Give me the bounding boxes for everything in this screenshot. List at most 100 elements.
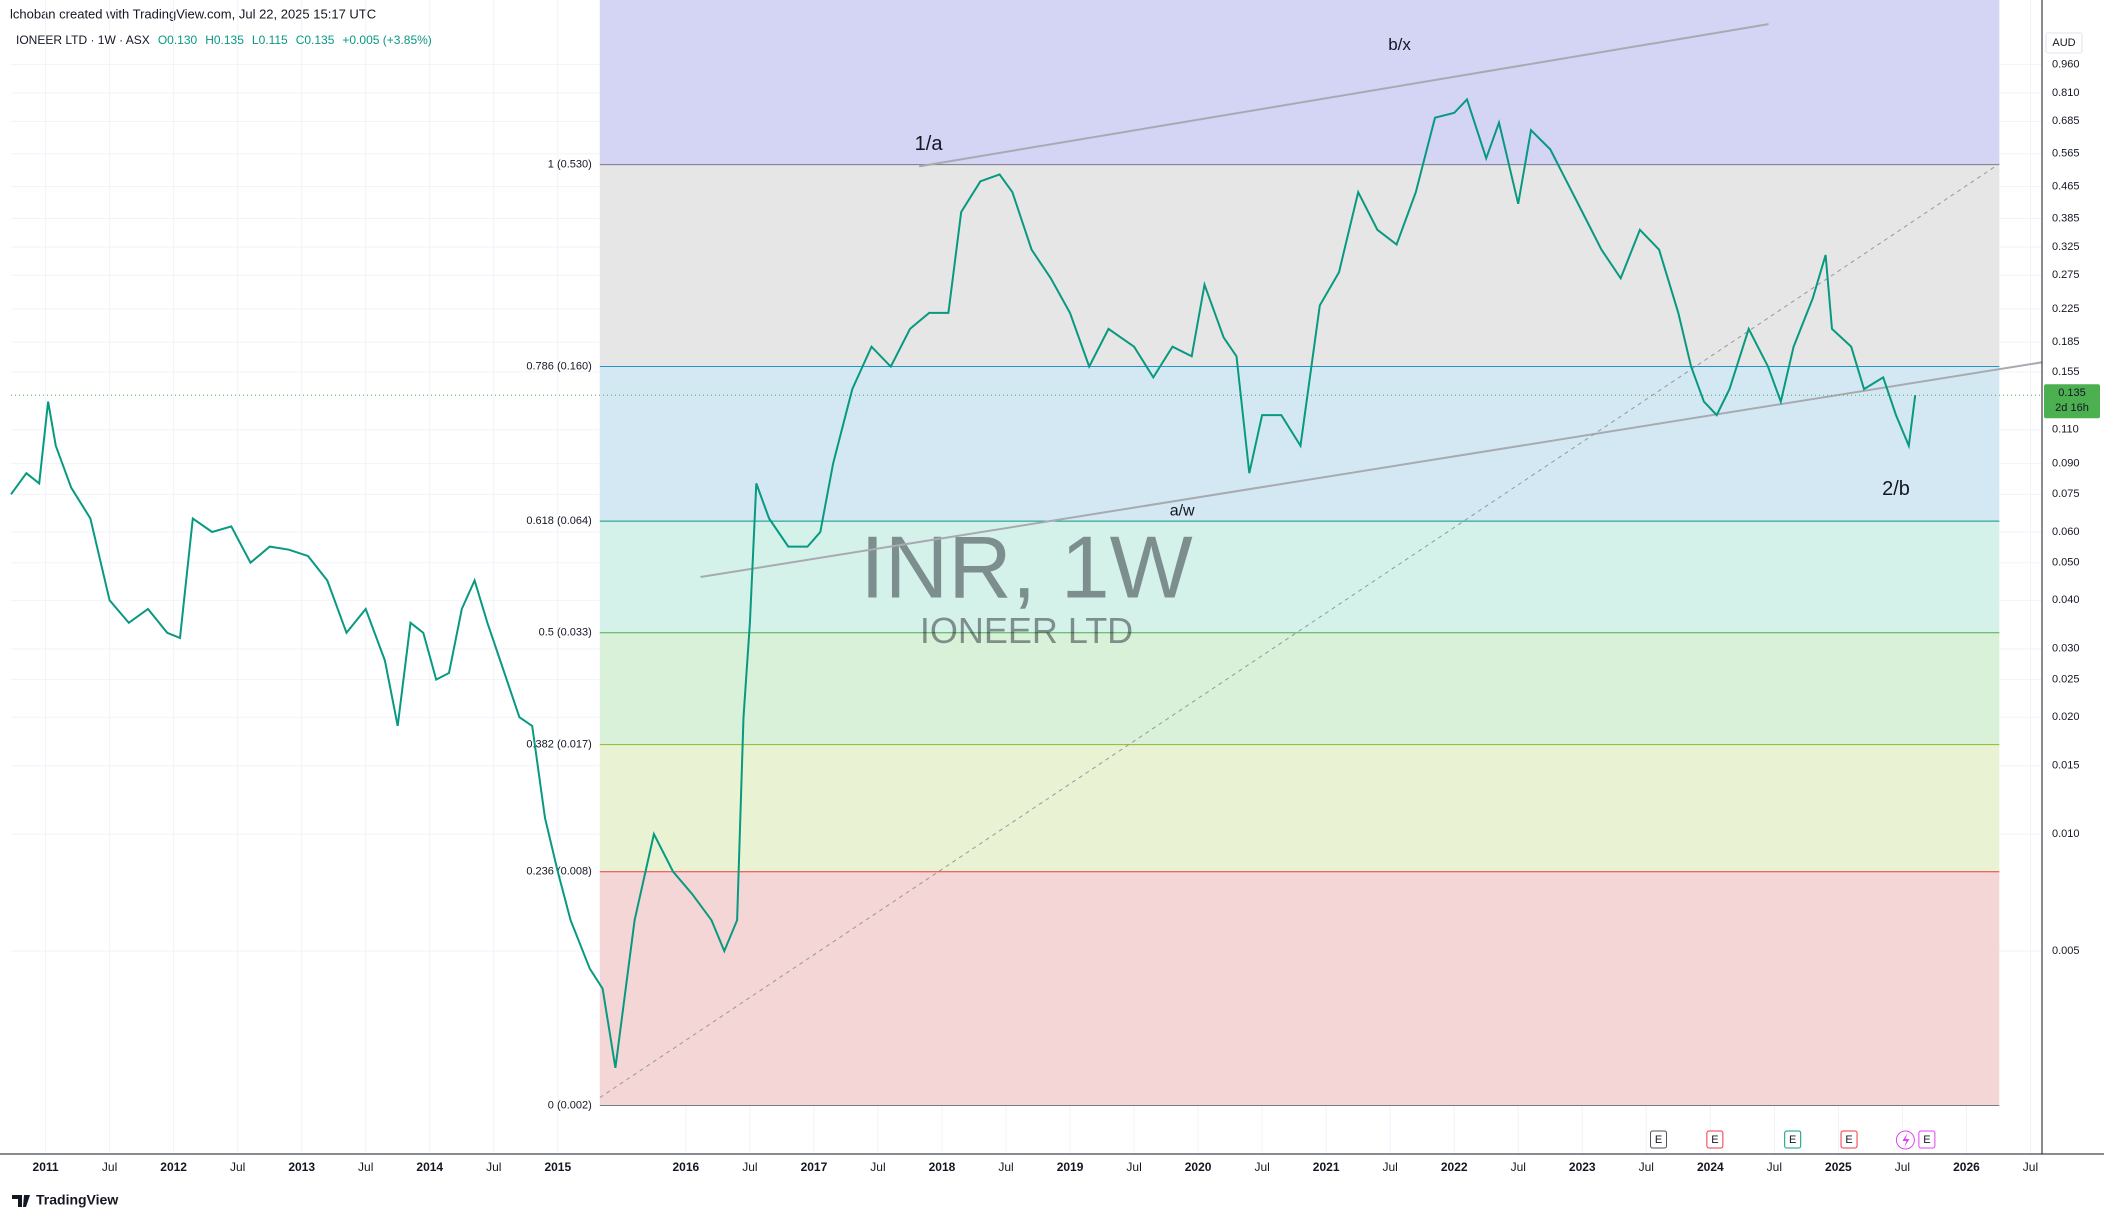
x-tick-label: 2023 (1569, 1160, 1596, 1174)
legend-ohlc: C0.135 (296, 33, 335, 47)
x-tick-label: 2019 (1057, 1160, 1084, 1174)
event-icon (1784, 1130, 1802, 1149)
x-tick-label: 2011 (33, 1160, 59, 1174)
wave-label: 1/a (915, 133, 944, 155)
fib-label: 0 (0.002) (548, 1099, 592, 1111)
fib-band (599, 164, 2000, 367)
y-tick-label: 0.075 (2052, 488, 2080, 500)
y-tick-label: 0.030 (2052, 643, 2080, 655)
fib-label: 0.5 (0.033) (539, 627, 592, 639)
wave-label: a/w (1170, 502, 1195, 519)
y-tick-label: 0.110 (2052, 424, 2079, 436)
legend-ohlc: O0.130 (158, 33, 198, 47)
fib-band (599, 744, 2000, 872)
x-tick-label: Jul (1126, 1160, 1141, 1174)
x-tick-label: 2014 (416, 1160, 443, 1174)
x-tick-label: Jul (1639, 1160, 1654, 1174)
event-label: E (1845, 1134, 1852, 1146)
y-tick-label: 0.275 (2052, 269, 2080, 281)
x-tick-label: 2015 (544, 1160, 571, 1174)
currency: AUD (2052, 37, 2075, 49)
y-tick-label: 0.015 (2052, 760, 2080, 772)
event-label: E (1789, 1134, 1796, 1146)
x-tick-label: Jul (998, 1160, 1013, 1174)
trend-line (599, 163, 2000, 1099)
fib-label: 0.618 (0.064) (526, 515, 591, 527)
trend-line (700, 361, 2043, 578)
wave-label: 2/b (1882, 478, 1910, 500)
y-tick-label: 0.465 (2052, 181, 2080, 193)
event-icon (1902, 1133, 1910, 1147)
event-label: E (1711, 1134, 1718, 1146)
x-tick-label: Jul (486, 1160, 501, 1174)
fib-label: 0.382 (0.017) (526, 739, 591, 751)
x-tick-label: Jul (1383, 1160, 1398, 1174)
watermark: INR, 1W (860, 518, 1192, 617)
legend: IONEER LTD · 1W · ASX O0.130 H0.135 L0.115 C… (16, 33, 432, 47)
x-tick-label: 2020 (1185, 1160, 1212, 1174)
fib-band (599, 0, 2000, 165)
fib-label: 0.236 (0.008) (526, 866, 591, 878)
brand-logo (12, 1195, 30, 1207)
trend-line (918, 23, 1769, 168)
x-tick-label: 2013 (288, 1160, 315, 1174)
x-tick-label: Jul (358, 1160, 373, 1174)
countdown: 2d 16h (2055, 402, 2089, 414)
x-tick-label: Jul (742, 1160, 757, 1174)
y-tick-label: 0.040 (2052, 594, 2080, 606)
fib-band (599, 521, 2000, 633)
x-tick-label: Jul (230, 1160, 245, 1174)
fib-label: 0.786 (0.160) (526, 360, 591, 372)
x-tick-label: Jul (870, 1160, 885, 1174)
legend-ohlc: L0.115 (252, 33, 288, 47)
y-tick-label: 0.060 (2052, 526, 2080, 538)
x-tick-label: Jul (102, 1160, 117, 1174)
x-tick-label: Jul (1254, 1160, 1269, 1174)
y-tick-label: 0.960 (2052, 58, 2080, 70)
legend-symbol: IONEER LTD · 1W · ASX (16, 33, 150, 47)
y-tick-label: 0.565 (2052, 148, 2080, 160)
x-tick-label: 2025 (1825, 1160, 1852, 1174)
event-icon (1840, 1130, 1858, 1149)
event-label: E (1655, 1134, 1662, 1146)
x-tick-label: 2018 (929, 1160, 956, 1174)
y-tick-label: 0.010 (2052, 828, 2080, 840)
x-tick-label: 2012 (160, 1160, 187, 1174)
fib-band (599, 632, 2000, 745)
y-tick-label: 0.155 (2052, 366, 2080, 378)
x-tick-label: 2021 (1313, 1160, 1340, 1174)
x-tick-label: Jul (2023, 1160, 2038, 1174)
y-tick-label: 0.020 (2052, 711, 2080, 723)
y-tick-label: 0.385 (2052, 212, 2080, 224)
brand: TradingView (36, 1192, 118, 1208)
wave-label: b/x (1388, 35, 1411, 54)
x-tick-label: Jul (1511, 1160, 1526, 1174)
y-tick-label: 0.025 (2052, 673, 2080, 685)
y-tick-label: 0.005 (2052, 945, 2080, 957)
y-tick-label: 0.185 (2052, 336, 2080, 348)
y-tick-label: 0.325 (2052, 241, 2080, 253)
x-tick-label: 2022 (1441, 1160, 1468, 1174)
price-tag (2044, 384, 2100, 419)
y-tick-label: 0.225 (2052, 303, 2080, 315)
price-axis (2042, 0, 2104, 1154)
y-tick-label: 0.090 (2052, 457, 2080, 469)
x-tick-label: Jul (1895, 1160, 1910, 1174)
currency-box (2045, 32, 2083, 54)
x-tick-label: 2017 (801, 1160, 828, 1174)
price-tag-label: 0.135 (2058, 387, 2086, 399)
y-tick-label: 0.685 (2052, 115, 2080, 127)
event-icon (1706, 1130, 1724, 1149)
x-tick-label: 2024 (1697, 1160, 1724, 1174)
watermark: IONEER LTD (920, 610, 1133, 651)
x-tick-label: 2016 (673, 1160, 700, 1174)
price-line (10, 97, 1917, 1069)
event-icon (1650, 1130, 1668, 1149)
legend-ohlc: H0.135 (205, 33, 244, 47)
y-tick-label: 0.810 (2052, 87, 2080, 99)
legend-ohlc: +0.005 (+3.85%) (342, 33, 431, 47)
credit: lchoban created with TradingView.com, Ju… (10, 6, 376, 21)
fib-band (599, 871, 2000, 1106)
